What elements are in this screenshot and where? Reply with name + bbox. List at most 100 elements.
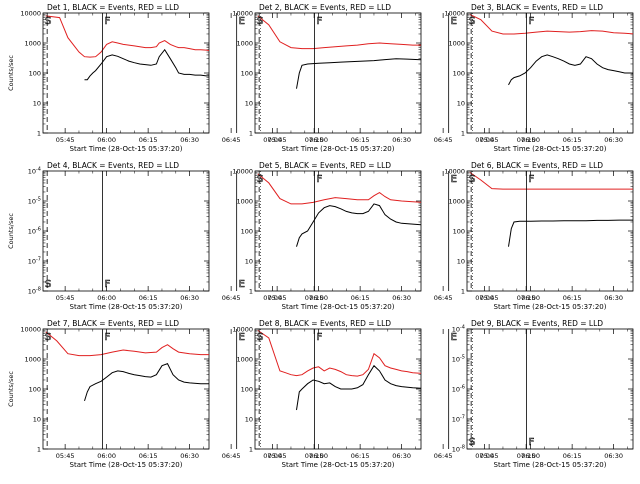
y-tick-label: 10 — [457, 258, 465, 266]
y-axis-label: Counts/sec — [7, 213, 15, 249]
y-tick-label: 100 — [29, 70, 41, 78]
x-tick-label: 06:15 — [351, 452, 370, 460]
chart-title: Det 8, BLACK = Events, RED = LLD — [259, 319, 391, 328]
y-tick-label: 1 — [37, 446, 41, 454]
series-events — [297, 59, 518, 103]
chart-title: Det 1, BLACK = Events, RED = LLD — [47, 3, 179, 12]
y-tick-label: 10-7 — [28, 257, 41, 266]
x-axis-label: Start Time (28-Oct-15 05:37:20) — [282, 145, 395, 153]
x-tick-label: 06:30 — [604, 294, 623, 302]
y-tick-label: 10000 — [444, 10, 465, 18]
x-tick-label: 06:30 — [604, 452, 623, 460]
y-tick-label: 10000 — [20, 10, 41, 18]
y-tick-label: 10-6 — [28, 227, 41, 236]
x-tick-label: 06:45 — [434, 452, 453, 460]
series-lld — [258, 330, 521, 377]
x-tick-label: 06:30 — [180, 136, 199, 144]
y-tick-label: 10-5 — [28, 197, 41, 206]
y-tick-label: 10 — [245, 416, 253, 424]
plot-frame — [255, 329, 421, 449]
y-tick-label: 1 — [37, 130, 41, 138]
x-tick-label: 06:15 — [139, 294, 158, 302]
x-tick-label: 06:00 — [97, 452, 116, 460]
chart-panel-9: Det 9, BLACK = Events, RED = LLD10-810-7… — [452, 319, 640, 469]
y-tick-label: 10-8 — [28, 287, 41, 296]
y-tick-label: 10000 — [232, 10, 253, 18]
x-tick-label: 06:00 — [521, 136, 540, 144]
y-tick-label: 1000 — [236, 40, 253, 48]
x-tick-label: 06:15 — [351, 294, 370, 302]
marker-label-f: F — [104, 332, 110, 343]
x-tick-label: 06:15 — [563, 136, 582, 144]
y-tick-label: 100 — [29, 386, 41, 394]
marker-label-e: E — [451, 174, 457, 185]
x-axis-label: Start Time (28-Oct-15 05:37:20) — [70, 145, 183, 153]
y-tick-label: 100 — [241, 70, 253, 78]
marker-label-e: E — [451, 332, 457, 343]
y-tick-label: 10 — [33, 100, 41, 108]
y-tick-label: 1000 — [448, 198, 465, 206]
marker-label-s: S — [257, 174, 263, 185]
marker-label-s: S — [469, 174, 475, 185]
x-axis-label: Start Time (28-Oct-15 05:37:20) — [70, 461, 183, 469]
y-tick-label: 10-7 — [452, 415, 465, 424]
y-tick-label: 100 — [453, 228, 465, 236]
x-tick-label: 05:45 — [480, 136, 499, 144]
marker-label-f: F — [316, 16, 322, 27]
y-tick-label: 1 — [461, 130, 465, 138]
series-events — [85, 50, 306, 103]
marker-label-f: F — [316, 332, 322, 343]
x-tick-label: 05:45 — [480, 294, 499, 302]
x-tick-label: 06:00 — [309, 452, 328, 460]
marker-label-s: S — [45, 16, 51, 27]
y-tick-label: 10-4 — [452, 325, 465, 334]
y-tick-label: 10 — [33, 416, 41, 424]
y-tick-label: 10000 — [232, 326, 253, 334]
plot-frame — [43, 13, 209, 133]
x-tick-label: 05:45 — [480, 452, 499, 460]
x-axis-label: Start Time (28-Oct-15 05:37:20) — [282, 303, 395, 311]
x-axis-label: Start Time (28-Oct-15 05:37:20) — [494, 303, 607, 311]
x-tick-label: 06:30 — [392, 136, 411, 144]
x-tick-label: 06:30 — [392, 294, 411, 302]
marker-label-f: F — [316, 174, 322, 185]
chart-title: Det 2, BLACK = Events, RED = LLD — [259, 3, 391, 12]
x-tick-label: 06:15 — [351, 136, 370, 144]
y-tick-label: 1000 — [448, 40, 465, 48]
y-tick-label: 1 — [461, 288, 465, 296]
marker-label-f: F — [104, 279, 110, 290]
marker-label-s: S — [257, 332, 263, 343]
x-tick-label: 05:45 — [268, 452, 287, 460]
x-tick-label: 06:30 — [392, 452, 411, 460]
y-tick-label: 10 — [457, 100, 465, 108]
series-lld — [46, 16, 309, 59]
chart-panel-8: Det 8, BLACK = Events, RED = LLD11010010… — [232, 319, 535, 469]
x-tick-label: 06:30 — [180, 452, 199, 460]
chart-panel-1: Det 1, BLACK = Events, RED = LLD11010010… — [7, 3, 324, 153]
chart-panel-3: Det 3, BLACK = Events, RED = LLD11010010… — [444, 3, 640, 153]
x-tick-label: 06:15 — [563, 294, 582, 302]
x-tick-label: 06:00 — [309, 136, 328, 144]
plot-frame — [43, 171, 209, 291]
y-tick-label: 1000 — [236, 198, 253, 206]
x-tick-label: 05:45 — [56, 452, 75, 460]
chart-panel-5: Det 5, BLACK = Events, RED = LLD11010010… — [232, 161, 535, 311]
y-tick-label: 10000 — [444, 168, 465, 176]
plot-frame — [43, 329, 209, 449]
chart-panel-6: Det 6, BLACK = Events, RED = LLD11010010… — [444, 161, 640, 311]
y-tick-label: 1 — [249, 130, 253, 138]
marker-label-f: F — [104, 16, 110, 27]
marker-label-f: F — [528, 16, 534, 27]
x-tick-label: 06:00 — [309, 294, 328, 302]
y-tick-label: 10000 — [232, 168, 253, 176]
y-tick-label: 1 — [249, 288, 253, 296]
series-lld — [46, 332, 309, 356]
marker-label-e: E — [239, 279, 245, 290]
y-tick-label: 1 — [249, 446, 253, 454]
chart-title: Det 3, BLACK = Events, RED = LLD — [471, 3, 603, 12]
y-tick-label: 10-4 — [28, 167, 41, 176]
plot-frame — [255, 171, 421, 291]
x-tick-label: 06:30 — [604, 136, 623, 144]
chart-panel-4: Det 4, BLACK = Events, RED = LLD10-810-7… — [7, 161, 324, 311]
